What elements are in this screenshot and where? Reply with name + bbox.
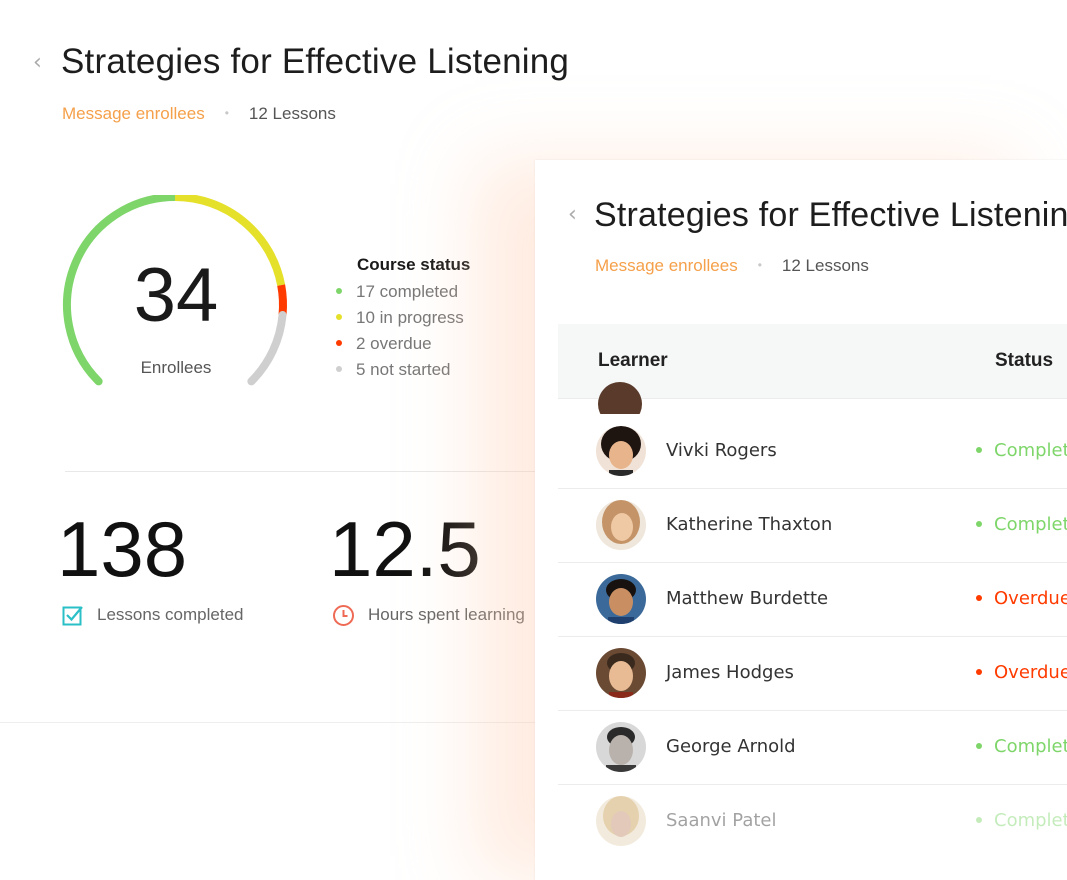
status-text: Completed <box>994 440 1067 461</box>
table-row[interactable]: Katherine Thaxton Completed <box>558 488 1067 563</box>
table-row[interactable]: Matthew Burdette Overdue <box>558 562 1067 637</box>
status-text: Completed <box>994 514 1067 535</box>
lessons-completed-value: 138 <box>57 505 188 593</box>
status-item-label: 17 completed <box>356 282 459 301</box>
status-dot <box>976 595 982 601</box>
message-enrollees-link[interactable]: Message enrollees <box>62 104 205 123</box>
learner-name: Katherine Thaxton <box>666 514 833 535</box>
back-chevron-icon[interactable]: ‹ <box>568 202 577 227</box>
status-dot <box>336 288 342 294</box>
status-dot <box>976 743 982 749</box>
course-meta: Message enrollees • 12 Lessons <box>62 104 336 124</box>
learner-status: Completed <box>976 736 1067 757</box>
clock-icon <box>333 605 354 626</box>
avatar <box>598 382 642 414</box>
learner-name: Matthew Burdette <box>666 588 829 609</box>
learner-name: Saanvi Patel <box>666 810 777 831</box>
partial-row <box>558 340 1067 414</box>
lessons-completed-label: Lessons completed <box>97 605 244 624</box>
status-dot <box>976 669 982 675</box>
avatar <box>596 648 646 698</box>
status-item-label: 10 in progress <box>356 308 464 327</box>
learner-status: Completed <box>976 810 1067 831</box>
status-text: Overdue <box>994 662 1067 683</box>
enrollees-label: Enrollees <box>140 358 212 377</box>
course-meta: Message enrollees • 12 Lessons <box>595 256 869 276</box>
page-title: Strategies for Effective Listening <box>61 42 570 81</box>
table-row[interactable]: Saanvi Patel Completed <box>558 784 1067 858</box>
meta-separator: • <box>224 106 229 120</box>
avatar <box>596 722 646 772</box>
learner-name: George Arnold <box>666 736 796 757</box>
column-header-status[interactable]: Status <box>995 350 1054 371</box>
status-dot <box>976 521 982 527</box>
learner-status: Completed <box>976 440 1067 461</box>
table-row[interactable]: Vivki Rogers Completed <box>558 414 1067 489</box>
status-item-not-started: 5 not started <box>336 357 470 383</box>
card-title: Strategies for Effective Listening <box>594 196 1067 234</box>
gauge-segment-completed <box>62 195 179 386</box>
status-dot <box>336 366 342 372</box>
learner-name: Vivki Rogers <box>666 440 777 461</box>
status-item-label: 2 overdue <box>356 334 432 353</box>
lessons-count: 12 Lessons <box>248 104 336 123</box>
learner-status: Overdue <box>976 662 1067 683</box>
learner-name: James Hodges <box>666 662 794 683</box>
avatar <box>596 574 646 624</box>
hours-spent-value: 12.5 <box>329 505 481 593</box>
status-dot <box>976 817 982 823</box>
learner-status: Overdue <box>976 588 1067 609</box>
section-divider <box>65 471 565 472</box>
learner-status: Completed <box>976 514 1067 535</box>
avatar <box>596 426 646 476</box>
message-enrollees-link[interactable]: Message enrollees <box>595 256 738 275</box>
column-header-learner[interactable]: Learner <box>598 350 668 371</box>
status-dot <box>336 340 342 346</box>
status-item-overdue: 2 overdue <box>336 331 470 357</box>
enrollees-count: 34 <box>133 253 219 338</box>
status-text: Completed <box>994 736 1067 757</box>
hours-spent-label: Hours spent learning <box>368 605 525 624</box>
avatar <box>596 796 646 846</box>
course-status-title: Course status <box>357 255 471 274</box>
table-header: Learner Status <box>558 324 1067 399</box>
table-row[interactable]: George Arnold Completed <box>558 710 1067 785</box>
gauge-segment-not-started <box>247 310 287 386</box>
status-dot <box>976 447 982 453</box>
status-text: Overdue <box>994 588 1067 609</box>
status-dot <box>336 314 342 320</box>
course-status-legend: Course status 17 completed 10 in progres… <box>336 255 470 383</box>
status-item-completed: 17 completed <box>336 279 470 305</box>
status-text: Completed <box>994 810 1067 831</box>
back-chevron-icon[interactable]: ‹ <box>33 50 42 75</box>
status-item-label: 5 not started <box>356 360 451 379</box>
status-item-in-progress: 10 in progress <box>336 305 470 331</box>
learners-card: ‹ Strategies for Effective Listening Mes… <box>535 160 1067 880</box>
table-row[interactable]: James Hodges Overdue <box>558 636 1067 711</box>
gauge-segment-in-progress <box>174 195 286 286</box>
enrollees-gauge <box>62 195 287 386</box>
meta-separator: • <box>757 258 762 272</box>
avatar <box>596 500 646 550</box>
checkbox-icon <box>62 606 83 626</box>
lessons-count: 12 Lessons <box>781 256 869 275</box>
